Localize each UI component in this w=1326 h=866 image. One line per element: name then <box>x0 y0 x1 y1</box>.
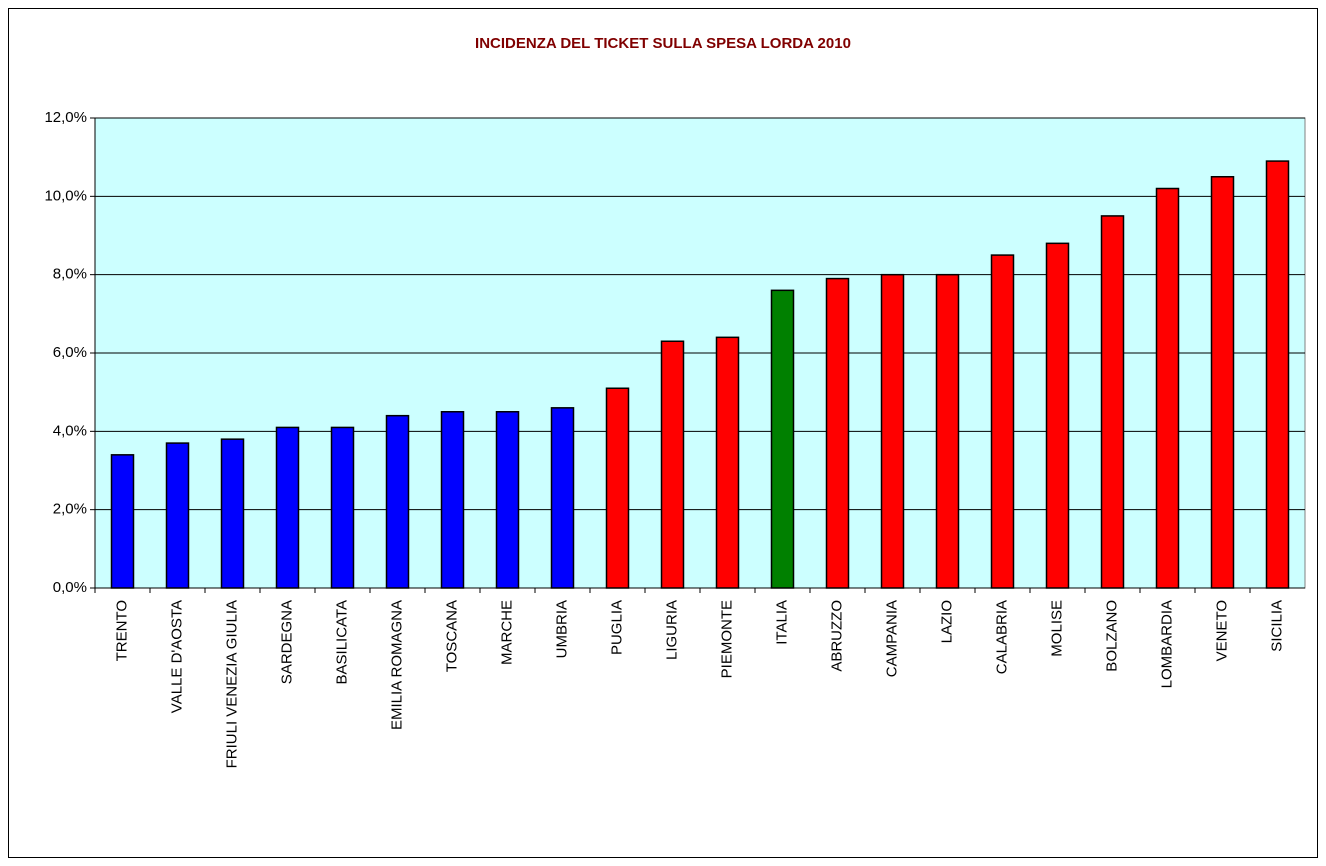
x-tick-label: FRIULI VENEZIA GIULIA <box>223 600 240 768</box>
y-tick-label: 4,0% <box>53 422 87 439</box>
bar <box>495 411 520 589</box>
y-tick-label: 6,0% <box>53 344 87 361</box>
chart-title: INCIDENZA DEL TICKET SULLA SPESA LORDA 2… <box>475 35 851 52</box>
x-tick-label: BOLZANO <box>1103 600 1120 672</box>
bar <box>825 277 850 589</box>
x-tick-label: BASILICATA <box>333 600 350 684</box>
y-tick-label: 10,0% <box>44 187 87 204</box>
y-tick-label: 12,0% <box>44 109 87 126</box>
bar <box>770 289 795 589</box>
bar <box>440 411 465 589</box>
x-tick-label: ABRUZZO <box>828 600 845 672</box>
bar <box>165 442 190 589</box>
y-tick-label: 0,0% <box>53 579 87 596</box>
x-tick-label: LOMBARDIA <box>1158 600 1175 688</box>
x-tick-label: ITALIA <box>773 600 790 645</box>
bar <box>935 273 960 589</box>
y-tick-label: 8,0% <box>53 266 87 283</box>
x-tick-label: MOLISE <box>1048 600 1065 657</box>
bar <box>275 426 300 589</box>
bar <box>880 273 905 589</box>
bar <box>1155 187 1180 589</box>
x-tick-label: SARDEGNA <box>278 600 295 684</box>
bar <box>1100 215 1125 589</box>
bar <box>330 426 355 589</box>
bar <box>715 336 740 589</box>
x-tick-label: LIGURIA <box>663 600 680 660</box>
x-tick-label: CAMPANIA <box>883 600 900 677</box>
x-tick-label: VALLE D'AOSTA <box>168 600 185 713</box>
bar <box>110 454 135 589</box>
bar <box>220 438 245 589</box>
y-tick-label: 2,0% <box>53 501 87 518</box>
x-tick-label: TRENTO <box>113 600 130 661</box>
bar <box>1265 160 1290 589</box>
bar <box>385 414 410 589</box>
x-tick-label: UMBRIA <box>553 600 570 658</box>
x-tick-label: TOSCANA <box>443 600 460 672</box>
x-tick-label: LAZIO <box>938 600 955 643</box>
bar <box>605 387 630 589</box>
bar <box>660 340 685 589</box>
bar <box>550 407 575 589</box>
bar <box>990 254 1015 589</box>
x-tick-label: SICILIA <box>1268 600 1285 652</box>
x-tick-label: MARCHE <box>498 600 515 665</box>
x-tick-label: VENETO <box>1213 600 1230 661</box>
x-tick-label: PIEMONTE <box>718 600 735 678</box>
bar <box>1045 242 1070 589</box>
x-tick-label: CALABRIA <box>993 600 1010 674</box>
bar <box>1210 176 1235 589</box>
x-tick-label: PUGLIA <box>608 600 625 655</box>
x-tick-label: EMILIA ROMAGNA <box>388 600 405 730</box>
